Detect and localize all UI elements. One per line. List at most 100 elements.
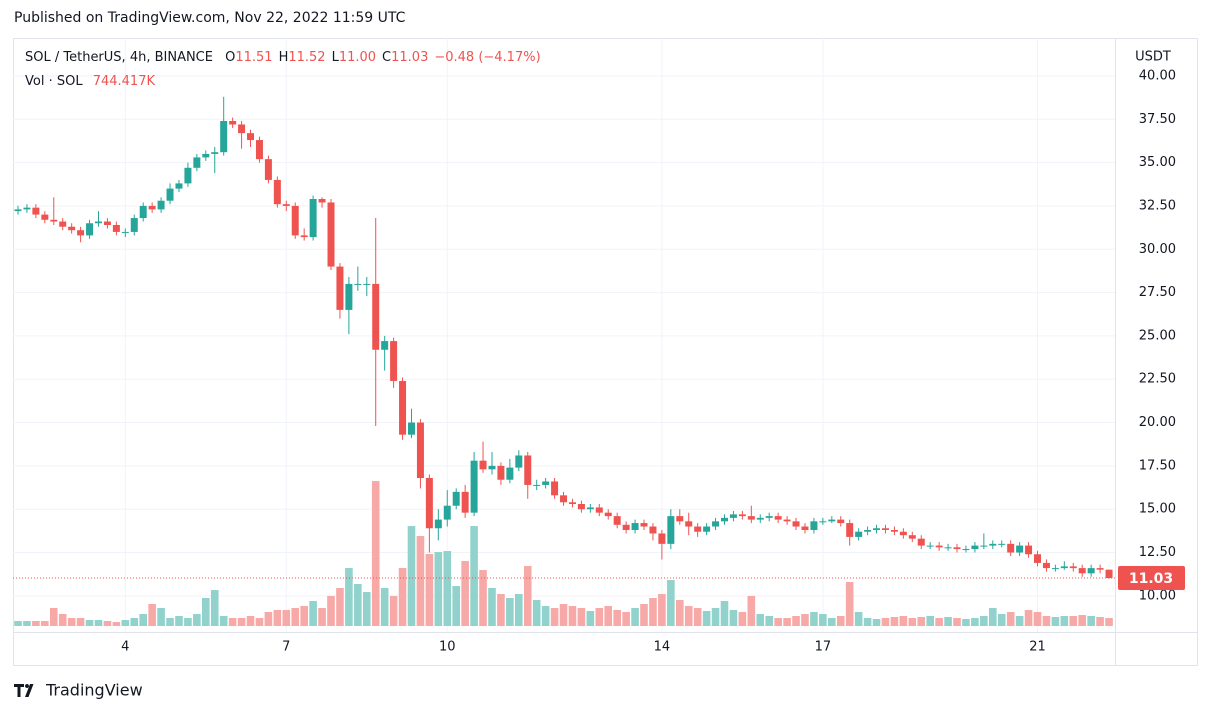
candle-body: [112, 224, 120, 232]
candle-body: [399, 380, 407, 435]
volume-bar: [971, 618, 979, 626]
volume-bar: [792, 616, 800, 626]
volume-bar: [1042, 616, 1051, 626]
chart-frame: [13, 38, 1198, 666]
candle-body: [756, 517, 764, 520]
volume-bar: [184, 618, 192, 626]
candle-body: [613, 516, 621, 525]
legend-value: 11.00: [338, 50, 377, 65]
volume-bar: [747, 596, 756, 626]
candle-body: [1042, 562, 1050, 569]
volume-bar: [67, 618, 76, 626]
volume-bar: [935, 618, 943, 626]
candle-body: [68, 226, 76, 231]
volume-bar: [980, 616, 988, 626]
candle-body: [103, 221, 111, 225]
candles: [14, 96, 1113, 579]
candle-body: [479, 460, 487, 470]
candle-body: [658, 533, 666, 544]
volume-bar: [917, 617, 926, 626]
candle-body: [202, 153, 210, 158]
candle-body: [497, 465, 505, 480]
candle-body: [542, 481, 550, 485]
legend: SOL / TetherUS, 4h, BINANCE O11.51 H11.52…: [25, 50, 541, 65]
volume-bar: [193, 614, 201, 626]
volume-bar: [953, 618, 961, 626]
candle-body: [998, 543, 1006, 545]
volume-bar: [675, 600, 684, 626]
candle-body: [712, 521, 720, 527]
candle-body: [506, 467, 514, 480]
logo-icon: [14, 684, 34, 697]
last-price-tag: [1118, 565, 1185, 590]
volume-bar: [175, 616, 183, 626]
volume-bar: [1015, 616, 1024, 626]
candle-body: [1016, 545, 1024, 553]
candle-body: [148, 205, 156, 210]
candle-body: [1060, 566, 1068, 569]
legend-value: 11.51: [235, 50, 273, 65]
candle-body: [193, 157, 201, 168]
candle-body: [14, 209, 22, 212]
legend-key: C: [382, 50, 392, 65]
candle-body: [810, 521, 818, 530]
volume-bar: [1087, 616, 1095, 626]
candle-body: [94, 221, 102, 224]
candle-body: [899, 531, 907, 536]
candle-body: [220, 121, 228, 153]
volume-bar: [559, 604, 568, 626]
volume-bar: [819, 614, 827, 626]
candle-body: [577, 503, 585, 510]
candle-body: [1096, 568, 1104, 570]
candle-body: [980, 545, 988, 547]
candle-body: [524, 455, 532, 485]
x-tick-label: 10: [439, 640, 456, 655]
candle-body: [676, 516, 684, 522]
candle-body: [488, 465, 496, 470]
y-tick-label: 15.00: [1139, 502, 1176, 517]
volume-title: Vol · SOL: [25, 74, 83, 89]
volume-bar: [166, 618, 174, 626]
volume-value: 744.417K: [92, 74, 156, 89]
volume-bar: [926, 616, 934, 626]
volume-bar: [515, 594, 523, 626]
candle-body: [1034, 554, 1042, 563]
volume-bar: [58, 614, 67, 626]
candle-body: [685, 521, 693, 527]
volume-bar: [336, 588, 344, 626]
y-tick-label: 10.00: [1139, 588, 1176, 603]
volume-bar: [1078, 615, 1087, 626]
volume-bar: [380, 588, 389, 626]
volume-bar: [997, 614, 1006, 626]
volume-bar: [765, 616, 774, 626]
volume-bar: [774, 618, 782, 626]
candle-body: [336, 266, 344, 310]
volume-bar: [398, 568, 407, 626]
volume-legend: Vol · SOL 744.417K: [25, 74, 155, 89]
candle-body: [229, 121, 237, 125]
candle-body: [828, 519, 836, 522]
volume-bar: [550, 608, 559, 626]
y-tick-label: 30.00: [1139, 242, 1176, 257]
volume-bar: [23, 621, 31, 626]
candle-body: [873, 528, 881, 530]
legend-key: L: [331, 50, 339, 65]
candle-body: [568, 502, 576, 504]
volume-bar: [416, 536, 425, 626]
candle-body: [461, 491, 469, 513]
volume-bar: [121, 620, 130, 626]
volume-bar: [595, 608, 604, 626]
volume-bar: [219, 616, 228, 626]
candle-body: [1087, 568, 1095, 574]
candle-body: [175, 183, 183, 189]
volume-bar: [506, 598, 514, 626]
volume-bar: [41, 621, 49, 626]
x-tick-label: 14: [654, 640, 671, 655]
volume-bar: [836, 616, 845, 626]
volume-bar: [237, 618, 246, 626]
volume-bar: [461, 561, 469, 626]
volume-bars: [14, 481, 1113, 626]
candle-body: [551, 481, 559, 496]
volume-bar: [1051, 617, 1060, 626]
volume-bar: [729, 610, 738, 626]
